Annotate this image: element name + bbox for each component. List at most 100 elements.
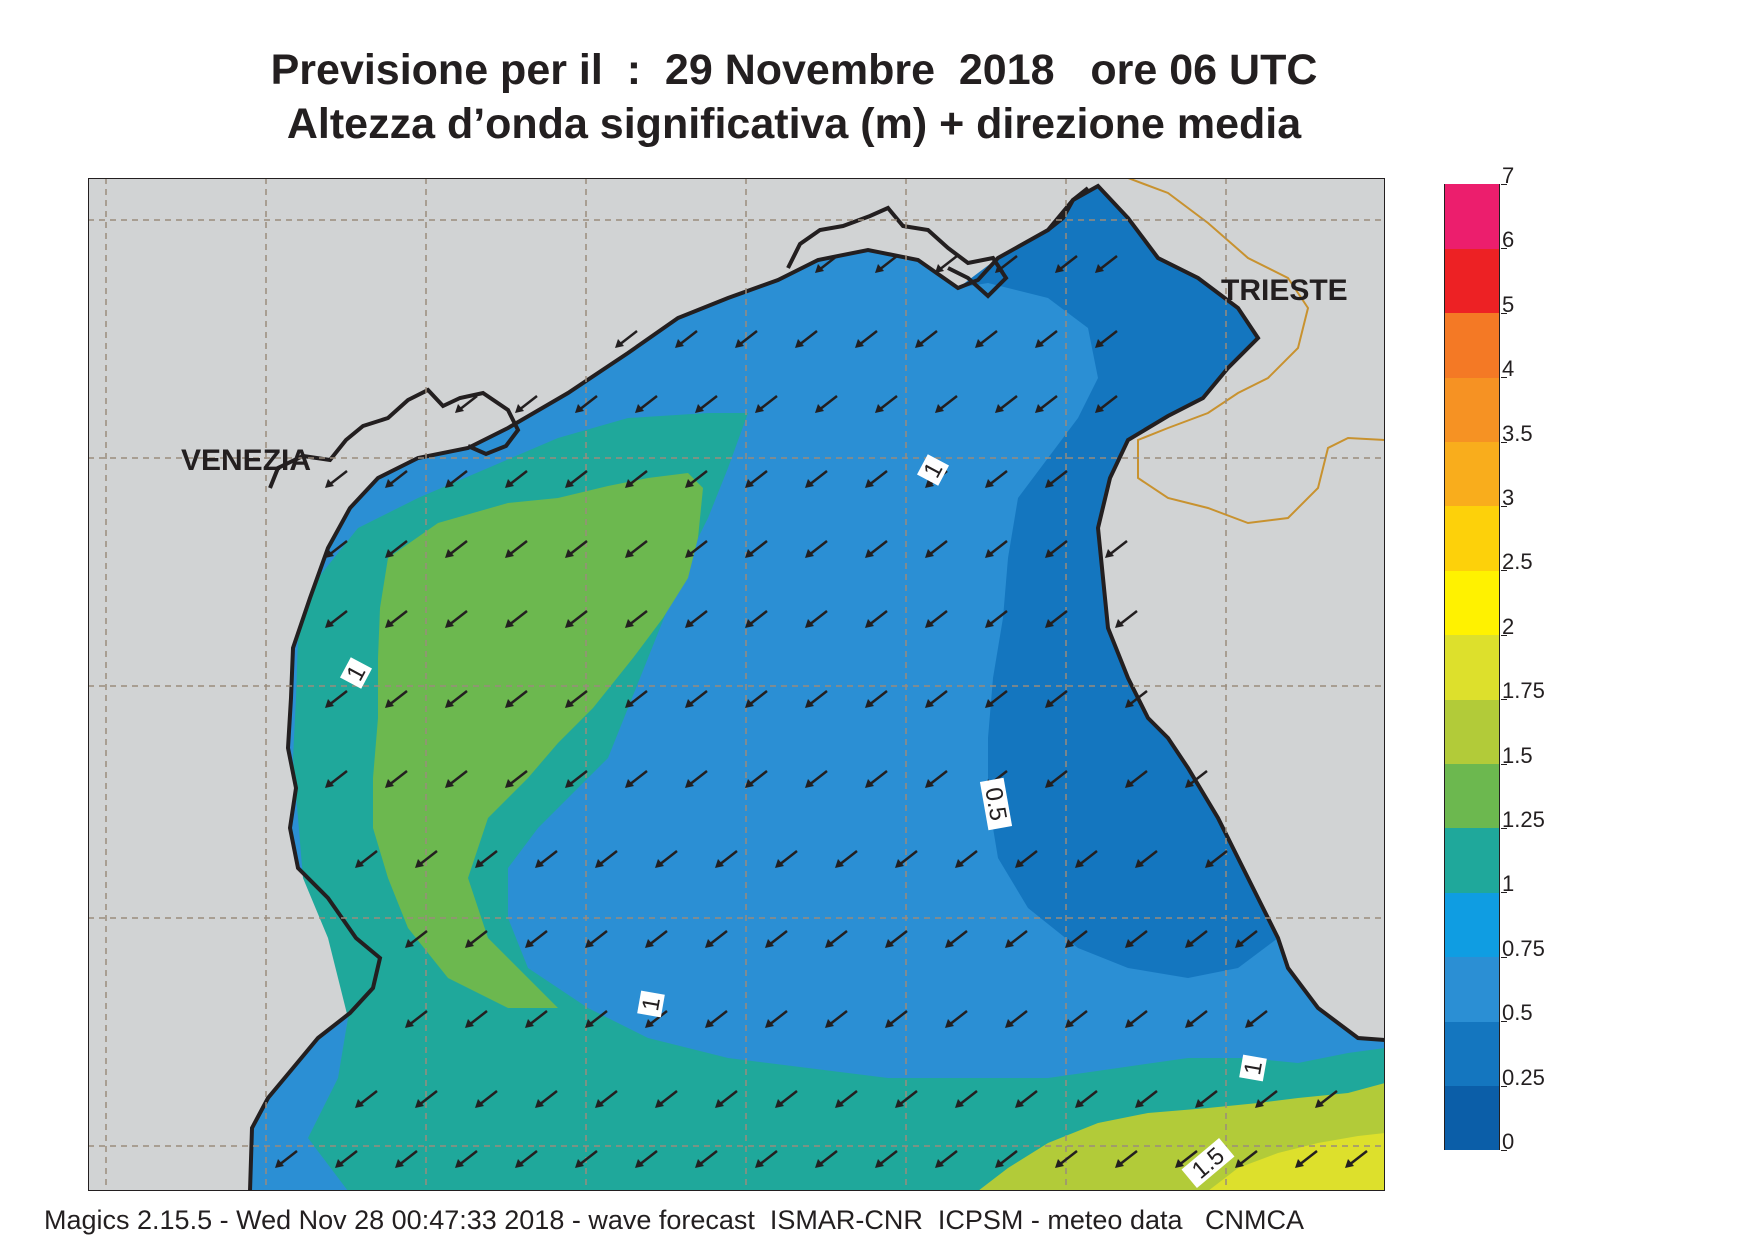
wave-direction-arrows (275, 255, 1368, 1168)
wave-direction-arrow (445, 470, 468, 488)
colorbar-label: 2 (1502, 613, 1515, 639)
wave-direction-arrow (1135, 1090, 1158, 1108)
wave-direction-arrow (745, 610, 768, 628)
wave-direction-arrow (505, 470, 528, 488)
wave-direction-arrow (275, 1150, 298, 1168)
wave-direction-arrow (805, 470, 828, 488)
colorbar-label: 1.25 (1502, 807, 1545, 832)
wave-direction-arrow (565, 470, 588, 488)
wave-direction-arrow (875, 255, 898, 273)
peninsula (1046, 186, 1090, 232)
wave-direction-arrow (385, 690, 408, 708)
contour-label: 0.5 (979, 777, 1013, 831)
wave-direction-arrow (505, 540, 528, 558)
colorbar-segment (1445, 1085, 1499, 1151)
wave-band-1-75 (1208, 1133, 1385, 1191)
wave-direction-arrow (755, 395, 778, 413)
wave-direction-arrow (935, 395, 958, 413)
wave-direction-arrow (715, 1090, 738, 1108)
wave-direction-arrow (1245, 1010, 1268, 1028)
wave-direction-arrow (325, 770, 348, 788)
wave-direction-arrow (1075, 850, 1098, 868)
wave-direction-arrow (325, 540, 348, 558)
colorbar-segment (1445, 248, 1499, 314)
wave-direction-arrow (745, 470, 768, 488)
wave-direction-arrow (945, 1010, 968, 1028)
wave-direction-arrow (885, 1010, 908, 1028)
colorbar-label: 6 (1502, 227, 1515, 253)
wave-direction-arrow (655, 850, 678, 868)
colorbar-label: 1 (1502, 871, 1515, 897)
wave-direction-arrow (1015, 850, 1038, 868)
wave-direction-arrow (455, 1150, 478, 1168)
colorbar-tick (1501, 763, 1507, 765)
wave-direction-arrow (595, 1090, 618, 1108)
wave-direction-arrow (1045, 610, 1068, 628)
colorbar-segment (1445, 570, 1499, 636)
wave-direction-arrow (795, 330, 818, 348)
wave-direction-arrow (505, 610, 528, 628)
wave-direction-arrow (625, 690, 648, 708)
wave-direction-arrow (385, 470, 408, 488)
wave-direction-arrow (1195, 1090, 1218, 1108)
wave-direction-arrow (805, 610, 828, 628)
colorbar-label: 0.5 (1502, 1000, 1533, 1026)
wave-direction-arrow (705, 930, 728, 948)
wave-direction-arrow (925, 540, 948, 558)
wave-direction-arrow (535, 850, 558, 868)
wave-direction-arrow (635, 395, 658, 413)
wave-direction-arrow (1005, 1010, 1028, 1028)
wave-direction-arrow (735, 330, 758, 348)
wave-direction-arrow (385, 540, 408, 558)
wave-direction-arrow (925, 610, 948, 628)
wave-direction-arrow (855, 330, 878, 348)
colorbar-tick (1501, 248, 1507, 250)
colorbar-label: 0.25 (1502, 1064, 1545, 1090)
wave-direction-arrow (1315, 1090, 1338, 1108)
colorbar-tick (1501, 1085, 1507, 1087)
wave-direction-arrow (955, 1090, 978, 1108)
wave-direction-arrow (685, 770, 708, 788)
contour-label: 1 (637, 990, 666, 1018)
wave-direction-arrow (465, 1010, 488, 1028)
colorbar-tick (1501, 506, 1507, 507)
wave-direction-arrow (1015, 1090, 1038, 1108)
wave-direction-arrow (405, 1010, 428, 1028)
wave-direction-arrow (1045, 540, 1068, 558)
forecast-date-title: Previsione per il : 29 Novembre 2018 ore… (270, 46, 1318, 94)
colorbar-label: 1.5 (1502, 742, 1533, 768)
wave-direction-arrow (465, 930, 488, 948)
wave-direction-arrow (885, 930, 908, 948)
wave-direction-arrow (1235, 930, 1258, 948)
wave-direction-arrow (415, 850, 438, 868)
wave-direction-arrow (1125, 1010, 1148, 1028)
wave-direction-arrow (615, 330, 638, 348)
wave-direction-arrow (805, 770, 828, 788)
wave-direction-arrow (1045, 470, 1068, 488)
wave-direction-arrow (865, 470, 888, 488)
wave-direction-arrow (395, 1150, 418, 1168)
wave-direction-arrow (525, 1010, 548, 1028)
wave-direction-arrow (835, 850, 858, 868)
wave-direction-arrow (685, 690, 708, 708)
colorbar-segment (1445, 441, 1499, 507)
parameter-title: Altezza d’onda significativa (m) + direz… (286, 100, 1302, 148)
place-label-trieste: TRIESTE (1221, 274, 1348, 307)
wave-direction-arrow (985, 610, 1008, 628)
wave-direction-arrow (975, 330, 998, 348)
wave-direction-arrow (815, 1150, 838, 1168)
national-border (1127, 178, 1385, 525)
wave-direction-arrow (1055, 255, 1078, 273)
wave-direction-arrow (895, 850, 918, 868)
wave-direction-arrow (335, 1150, 358, 1168)
wave-direction-arrow (805, 690, 828, 708)
colorbar-tick (1501, 570, 1507, 572)
wave-direction-arrow (745, 540, 768, 558)
colorbar-label: 0.75 (1502, 935, 1545, 961)
wave-direction-arrow (865, 690, 888, 708)
wave-direction-arrow (445, 610, 468, 628)
colorbar-tick (1501, 634, 1507, 636)
wave-direction-arrow (825, 1010, 848, 1028)
wave-direction-arrow (685, 470, 708, 488)
wave-direction-arrow (1045, 690, 1068, 708)
